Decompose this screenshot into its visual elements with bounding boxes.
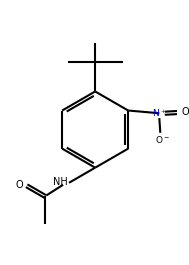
Text: O: O bbox=[181, 107, 189, 117]
Text: NH: NH bbox=[53, 177, 68, 187]
Text: N$^+$: N$^+$ bbox=[152, 107, 167, 119]
Text: O: O bbox=[15, 180, 23, 190]
Text: O$^-$: O$^-$ bbox=[155, 134, 170, 145]
